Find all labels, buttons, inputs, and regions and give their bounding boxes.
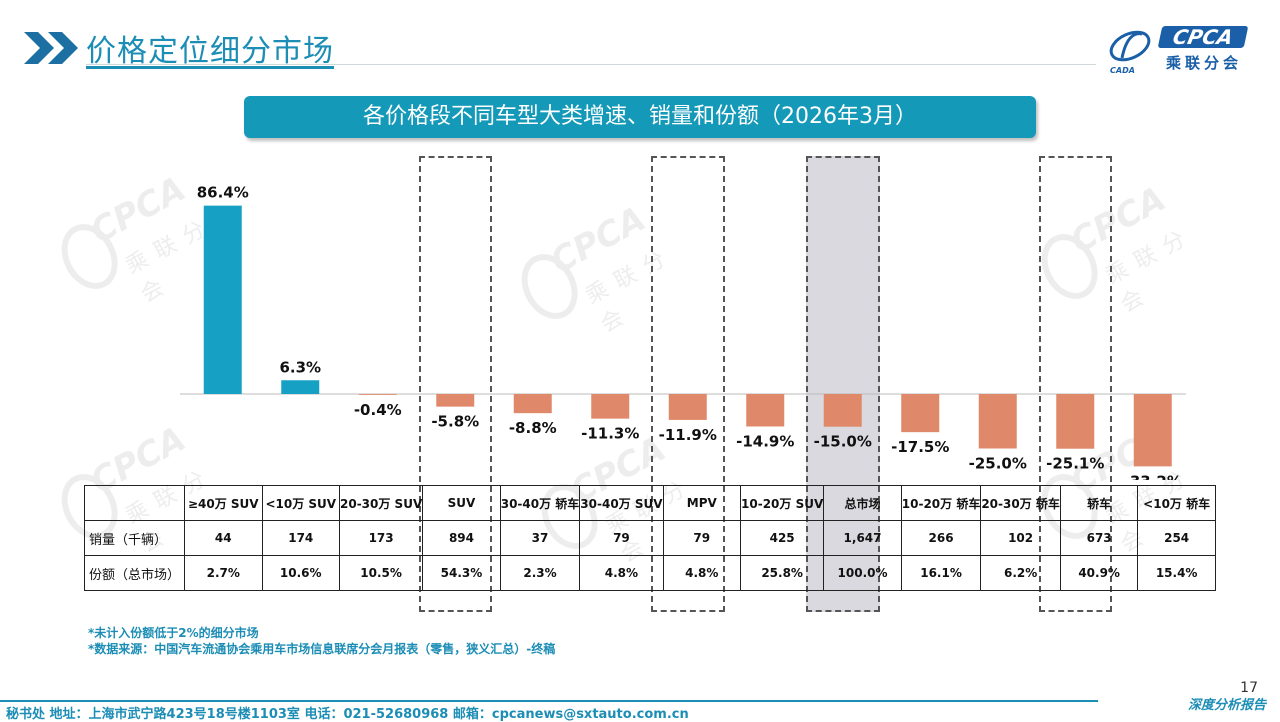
table-cell: 254 [1137, 520, 1216, 556]
data-label: -14.9% [736, 432, 794, 450]
data-label: -33.2% [1124, 472, 1182, 480]
data-label: -11.3% [581, 425, 639, 443]
table-cell: 1,647 [823, 520, 902, 556]
data-label: 86.4% [197, 184, 249, 202]
bar [1056, 394, 1095, 449]
chart-title-banner: 各价格段不同车型大类增速、销量和份额（2026年3月） [244, 96, 1036, 138]
data-label: -0.4% [354, 401, 402, 419]
bar [668, 394, 707, 420]
data-label: -17.5% [891, 438, 949, 456]
table-cell: 173 [338, 520, 424, 556]
table-cell: 100.0% [823, 555, 902, 591]
table-cell: 16.1% [900, 555, 982, 591]
table-cell: 2.7% [184, 555, 263, 591]
table-column-header: 30-40万 轿车 [499, 485, 581, 521]
page-title: 价格定位细分市场 [86, 34, 334, 69]
table-column-header: MPV [662, 485, 742, 521]
logo-sub-text: CADA [1110, 66, 1135, 75]
table-column-header: 轿车 [1059, 485, 1139, 521]
page-number: 17 [1240, 680, 1258, 696]
footnote-share: *未计入份额低于2%的细分市场 [88, 626, 259, 640]
bar [978, 394, 1017, 449]
table-column-header: <10万 SUV [261, 485, 340, 521]
table-column-header: 20-30万 轿车 [980, 485, 1061, 521]
table-cell: 4.8% [579, 555, 664, 591]
table-cell: 40.9% [1059, 555, 1139, 591]
footnote-source: *数据来源：中国汽车流通协会乘用车市场信息联席分会月报表（零售，狭义汇总）-终稿 [88, 642, 556, 656]
logo-swirl-icon [1109, 30, 1151, 62]
table-column-header: SUV [422, 485, 501, 521]
table-column-header: 30-40万 SUV [579, 485, 664, 521]
footnotes: *未计入份额低于2%的细分市场 *数据来源：中国汽车流通协会乘用车市场信息联席分… [88, 625, 555, 657]
bar [591, 394, 630, 419]
bar [1133, 394, 1172, 467]
logo-cn-text: 乘联分会 [1166, 54, 1243, 72]
table-column-header: 10-20万 SUV [740, 485, 825, 521]
data-label: -11.9% [659, 426, 717, 444]
table-column-header: 总市场 [823, 485, 902, 521]
table-cell: 266 [900, 520, 982, 556]
table-cell: 10.6% [261, 555, 340, 591]
table-cell: 425 [740, 520, 825, 556]
double-chevron-icon [24, 32, 78, 64]
bar [746, 394, 785, 427]
table-cell: 2.3% [499, 555, 581, 591]
highlight-box [651, 156, 725, 612]
data-label: -5.8% [431, 413, 479, 431]
table-cell: 894 [422, 520, 501, 556]
bar [901, 394, 940, 433]
table-row: 销量（千辆） 44 174 173 894 37 79 79 425 1,647 266 102 673… [84, 520, 1216, 556]
bar [358, 394, 397, 395]
table-cell: 79 [579, 520, 664, 556]
bar [513, 394, 552, 414]
data-label: -8.8% [509, 419, 557, 437]
table-header-row: ≥40万 SUV <10万 SUV 20-30万 SUV SUV 30-40万 轿车 30… [84, 485, 1216, 521]
footer-contact: 秘书处 地址：上海市武宁路423号18号楼1103室 电话：021-526809… [6, 707, 689, 722]
table-cell: 54.3% [422, 555, 501, 591]
table-cell: 4.8% [662, 555, 742, 591]
footer-divider [0, 700, 1098, 702]
header: 价格定位细分市场 [0, 18, 1280, 74]
table-cell: 673 [1059, 520, 1139, 556]
table-row-header: 销量（千辆） [84, 520, 185, 556]
table-column-header: <10万 轿车 [1137, 485, 1216, 521]
data-label: -25.0% [969, 455, 1027, 473]
table-cell: 174 [261, 520, 340, 556]
bar [203, 205, 242, 394]
cpca-logo: CPCA 乘联分会 CADA [1108, 22, 1258, 75]
table-cell: 10.5% [338, 555, 424, 591]
growth-bar-chart: 86.4% 6.3% -0.4% -5.8% -8.8% -11.3% -11.9% -14.… [180, 184, 1186, 480]
table-cell: 44 [184, 520, 263, 556]
table-column-header: 20-30万 SUV [338, 485, 424, 521]
table-cell: 102 [980, 520, 1061, 556]
data-label: 6.3% [279, 358, 321, 376]
bar [823, 394, 862, 427]
table-cell: 15.4% [1137, 555, 1216, 591]
footer-tagline: 深度分析报告 [1187, 698, 1266, 713]
table-cell: 79 [662, 520, 742, 556]
table-cell: 6.2% [980, 555, 1061, 591]
table-row: 份额（总市场） 2.7% 10.6% 10.5% 54.3% 2.3% 4.8% 4.8% 25… [84, 555, 1216, 591]
highlight-box [418, 156, 492, 612]
highlight-box [1038, 156, 1112, 612]
title-underline [86, 64, 1096, 65]
data-table: ≥40万 SUV <10万 SUV 20-30万 SUV SUV 30-40万 轿车 30… [84, 485, 1216, 591]
data-label: -15.0% [814, 433, 872, 451]
bar [436, 394, 475, 407]
table-column-header: 10-20万 轿车 [900, 485, 982, 521]
table-cell: 37 [499, 520, 581, 556]
table-corner-cell [84, 485, 185, 521]
table-column-header: ≥40万 SUV [184, 485, 263, 521]
data-label: -25.1% [1046, 455, 1104, 473]
table-row-header: 份额（总市场） [84, 555, 185, 591]
bar [281, 380, 320, 394]
table-cell: 25.8% [740, 555, 825, 591]
